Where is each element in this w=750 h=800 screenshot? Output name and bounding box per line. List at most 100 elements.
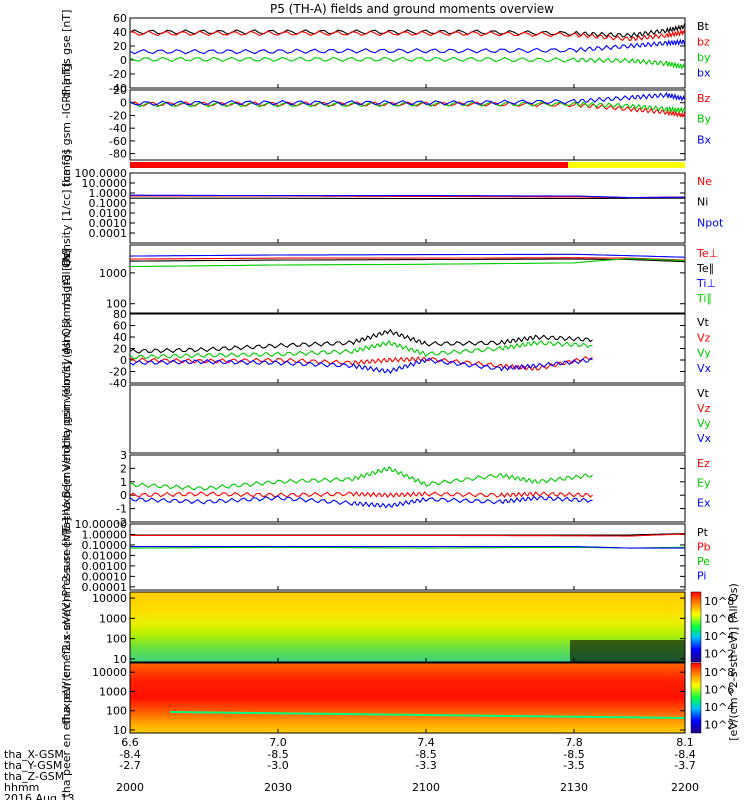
- colorbar-tick-label: 10^4: [704, 701, 734, 714]
- y-tick-label: 10000: [92, 592, 127, 605]
- footer-row-value: -3.7: [674, 759, 695, 772]
- series-line-Bt: [129, 23, 686, 39]
- y-tick-label: 0.01000: [82, 549, 128, 562]
- series-line-Pb: [130, 533, 686, 537]
- status-bar-red: [130, 162, 568, 168]
- legend-Vz: Vz: [697, 402, 711, 415]
- y-tick-label: 0.0100: [89, 207, 128, 220]
- footer-row-value: 2000: [116, 781, 144, 794]
- y-tick-label: -80: [109, 148, 127, 161]
- y-tick-label: 20: [113, 343, 127, 356]
- colorbar-electron: [690, 662, 702, 734]
- y-tick-label: 0: [120, 54, 127, 67]
- panel-6: tha peer velocity gsm [km/s] (All Qs) Vt V…: [60, 318, 712, 520]
- footer-date: 2016 Aug 13: [4, 792, 74, 800]
- legend-Ex: Ex: [697, 496, 711, 509]
- y-tick-label: 20: [113, 40, 127, 53]
- panel-8: 10.000001.000000.100000.010000.001000.00…: [60, 518, 711, 597]
- footer-row-value: -8.4: [674, 748, 695, 761]
- y-tick-label: 10.0000: [82, 177, 128, 190]
- footer-row-value: -3.3: [415, 759, 436, 772]
- legend-By: By: [697, 113, 712, 126]
- series-line-Ti⊥: [129, 253, 686, 258]
- panel-frame: [129, 523, 686, 591]
- legend-Ey: Ey: [697, 477, 711, 490]
- series-line-By: [129, 101, 686, 114]
- y-tick-label: 0.1000: [89, 197, 128, 210]
- spectrogram: [130, 663, 685, 733]
- y-axis-label: Pressure [nPa]: [60, 518, 73, 597]
- legend-by: by: [697, 51, 711, 64]
- x-tick-label: 7.4: [417, 736, 435, 749]
- panel-frame: [129, 172, 686, 244]
- y-axis-label: tha peir en eflux eV/(cm^2-s-sr-eV): [60, 529, 73, 724]
- footer-row-label: tha_X-GSM: [4, 748, 64, 761]
- legend-Ez: Ez: [697, 457, 710, 470]
- series-line-Ex: [129, 495, 593, 509]
- y-axis-label: magt3 [eV]: [60, 248, 73, 310]
- legend-Ni: Ni: [697, 196, 708, 209]
- y-axis-label: tha peer en eflux eV/(cm^2-s-sr-eV): [60, 598, 73, 797]
- y-axis-label: Density [1/cc] [cm-3]: [60, 150, 73, 267]
- y-tick-label: 0: [120, 489, 127, 502]
- y-tick-label: 2: [120, 462, 127, 475]
- y-tick-label: 0: [120, 97, 127, 110]
- spectrogram-band: [169, 711, 686, 719]
- colorbar-tick-label: 10^8: [704, 666, 734, 679]
- legend-Bx: Bx: [697, 133, 712, 146]
- panel-frame: [129, 662, 686, 734]
- legend-Vz: Vz: [697, 331, 711, 344]
- series-line-Ey: [129, 466, 593, 491]
- legend-Bz: Bz: [697, 92, 711, 105]
- y-tick-label: -40: [109, 377, 127, 390]
- y-tick-label: 1000: [99, 267, 127, 280]
- y-axis-label: tha peer velocity gsm [km/s] (All Qs): [60, 318, 73, 520]
- y-tick-label: 10: [113, 653, 127, 666]
- y-tick-label: 1.0000: [89, 187, 128, 200]
- y-axis-label: tha peir velocity gsm [km/s] (All Qs): [60, 249, 73, 447]
- legend-Pt: Pt: [697, 526, 709, 539]
- series-line-Ti∥: [129, 258, 686, 268]
- panel-frame: [129, 454, 686, 523]
- legend-Te⊥: Te⊥: [696, 247, 718, 260]
- y-tick-label: 10000: [92, 666, 127, 679]
- y-tick-label: 100: [106, 633, 127, 646]
- y-tick-label: 1: [120, 476, 127, 489]
- panel-frame: [129, 244, 686, 314]
- legend-bx: bx: [697, 67, 711, 80]
- y-tick-label: -40: [109, 122, 127, 135]
- y-tick-label: 1000: [99, 685, 127, 698]
- y-tick-label: 10.00000: [75, 518, 128, 531]
- y-tick-label: 0.0010: [89, 217, 128, 230]
- y-tick-label: -20: [109, 366, 127, 379]
- colorbar-label: [eV/(cm^2-s-str-eV)] (All Qs): [727, 583, 740, 741]
- legend-Vt: Vt: [697, 316, 710, 329]
- legend-Npot: Npot: [697, 216, 724, 229]
- colorbar-tick-label: 10^4: [704, 630, 734, 643]
- y-tick-label: -60: [109, 135, 127, 148]
- x-tick-label: 6.6: [121, 736, 139, 749]
- legend-Vx: Vx: [697, 362, 712, 375]
- series-line-Ez: [129, 491, 593, 499]
- series-line-Vx: [129, 357, 593, 375]
- legend-bz: bz: [697, 36, 710, 49]
- legend-Pe: Pe: [697, 555, 710, 568]
- legend-Vt: Vt: [697, 387, 710, 400]
- footer-row-value: -2.7: [119, 759, 140, 772]
- footer-row-value: -3.5: [563, 759, 584, 772]
- y-tick-label: -1: [116, 503, 127, 516]
- series-line-bx: [129, 38, 686, 55]
- panel-3: 100.000010.00001.00000.10000.01000.00100…: [60, 150, 724, 267]
- y-tick-label: -20: [109, 68, 127, 81]
- y-tick-label: -20: [109, 109, 127, 122]
- y-tick-label: -2: [116, 516, 127, 529]
- legend-Vy: Vy: [697, 347, 711, 360]
- x-axis-footer: 6.6 7.0 7.4 7.8 8.1 tha_X-GSM -8.4 -8.5 -8.5 -8.5…: [4, 736, 699, 800]
- footer-row-value: -8.5: [563, 748, 584, 761]
- footer-row-label: hhmm: [4, 781, 39, 794]
- series-line-Vy: [129, 339, 593, 360]
